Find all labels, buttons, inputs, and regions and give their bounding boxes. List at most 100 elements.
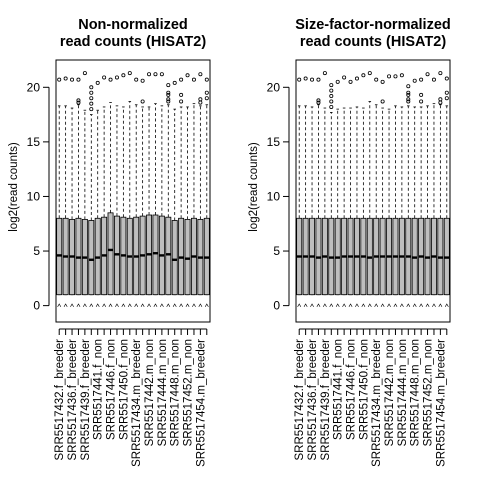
lower-marker [134,303,139,307]
outlier-point [303,76,308,81]
x-tick-label: SRR5517452.m_non [183,339,195,446]
x-tick-label: SRR5517452.m_non [423,339,435,446]
lower-marker [342,303,346,307]
outlier-point [425,72,430,77]
x-tick-label: SRR5517441.f_non [93,339,105,440]
outlier-point [153,72,158,77]
x-tick-label: SRR5517450.f_non [358,339,370,440]
x-tick-label: SRR5517444.m_non [397,339,409,446]
outlier-point [95,80,100,85]
panel-size-factor-normalized: Size-factor-normalized read counts (HISA… [248,17,451,467]
x-tick-label: SRR5517434.m_breeder [131,339,143,467]
lower-marker [438,303,443,307]
outlier-point [63,76,68,81]
outlier-point [89,101,94,106]
outlier-point [406,97,411,102]
outlier-point [89,107,94,112]
outlier-point [419,77,424,82]
lower-marker [400,303,404,307]
chart-title-line-2: read counts (HISAT2) [60,34,207,50]
outlier-point [204,96,209,101]
box [88,220,95,296]
x-tick-label: SRR5517442.m_non [384,339,396,446]
x-tick-label: SRR5517432.f_breeder [294,339,306,461]
x-tick-label: SRR5517436.f_breeder [67,339,79,461]
outlier-point [70,77,75,82]
outlier-point [89,96,94,101]
lower-marker [70,303,74,307]
outlier-point [191,77,196,82]
lower-marker [355,303,359,307]
lower-marker [406,303,411,307]
lower-marker [102,303,106,307]
x-tick-label: SRR5517439.f_breeder [320,339,332,461]
lower-marker [140,303,145,307]
lower-marker [185,303,190,307]
lower-marker [166,303,171,307]
outlier-point [76,100,81,105]
y-tick-label: 15 [27,135,41,149]
lower-marker [374,303,379,307]
lower-marker [83,303,87,307]
x-tick-label: SRR5517446.f_non [106,339,118,440]
outlier-point [329,99,334,104]
outlier-point [354,76,359,81]
lower-marker [316,303,321,307]
outlier-point [444,90,449,95]
lower-marker [425,303,430,307]
outlier-point [89,85,94,90]
lower-marker [76,303,81,307]
lower-marker [192,303,196,307]
outlier-point [342,75,347,80]
outlier-point [348,79,353,84]
outlier-point [166,97,171,102]
y-tick-label: 15 [267,135,281,149]
outlier-point [419,92,424,97]
lower-marker [63,303,68,307]
y-tick-label: 10 [267,189,281,203]
outlier-point [179,92,184,97]
y-axis-label: log2(read counts) [248,142,260,232]
lower-marker [297,303,302,307]
lower-marker [147,303,151,307]
outlier-point [406,99,411,104]
chart-title-line-1: Non-normalized [78,17,188,33]
outlier-point [406,84,411,89]
plot-frame [55,59,211,323]
outlier-point [166,83,171,88]
lower-marker [89,303,94,307]
lower-marker [432,303,436,307]
x-tick-label: SRR5517448.m_non [410,339,422,446]
x-tick-label: SRR5517434.m_breeder [371,339,383,467]
lower-marker [335,303,340,307]
outlier-point [140,78,145,83]
outlier-point [166,92,171,97]
y-axis-label: log2(read counts) [8,142,20,232]
outlier-point [444,96,449,101]
x-tick-label: SRR5517446.f_non [346,339,358,440]
outlier-point [185,73,190,78]
lower-marker [380,303,385,307]
outlier-point [127,71,132,76]
lower-marker [160,303,164,307]
lower-marker [323,303,327,307]
outlier-point [438,71,443,76]
outlier-point [322,71,327,76]
outlier-point [393,74,398,79]
outlier-point [380,79,385,84]
lower-marker [419,303,423,307]
outlier-point [406,90,411,95]
outlier-point [140,99,145,104]
lower-marker [179,303,183,307]
lower-marker [172,303,177,307]
outlier-point [329,88,334,93]
outlier-point [204,77,209,82]
outlier-point [82,71,87,76]
box [171,220,178,296]
outlier-point [374,77,379,82]
outlier-point [108,77,113,82]
panel-non-normalized: Non-normalized read counts (HISAT2) log2… [8,17,211,467]
y-tick-label: 5 [273,244,280,258]
x-tick-label: SRR5517444.m_non [157,339,169,446]
